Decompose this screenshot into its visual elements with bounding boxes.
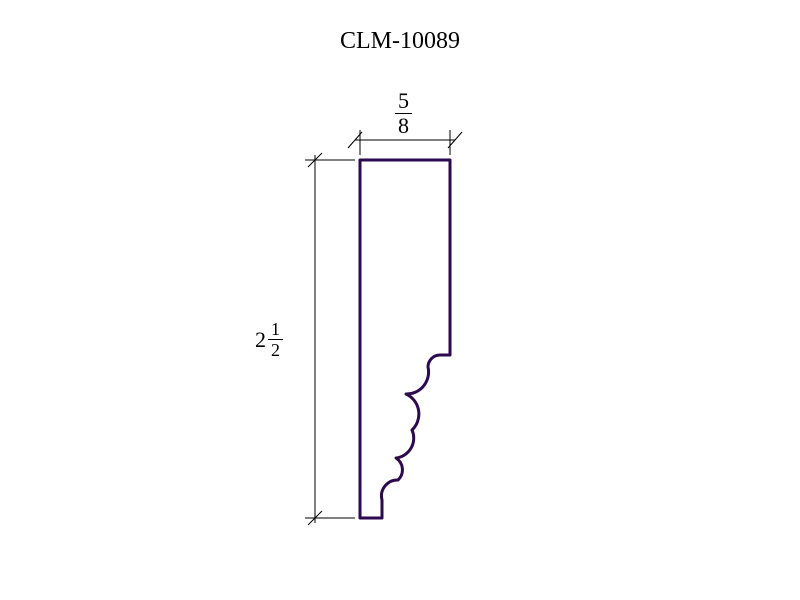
diagram-svg: [0, 0, 800, 600]
molding-profile: [360, 160, 450, 518]
